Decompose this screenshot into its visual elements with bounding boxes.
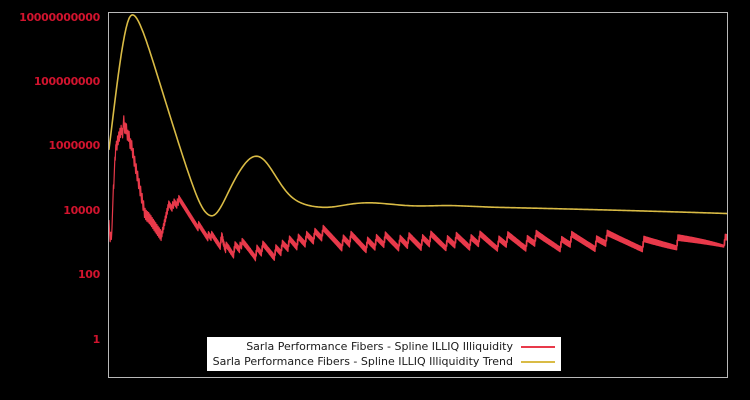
y-tick-label: 1000000 bbox=[48, 139, 101, 152]
series-line-trend bbox=[109, 14, 727, 217]
y-tick-label: 100 bbox=[77, 268, 100, 281]
legend-label: Sarla Performance Fibers - Spline ILLIQ … bbox=[212, 355, 513, 368]
legend-item-illiquidity: Sarla Performance Fibers - Spline ILLIQ … bbox=[213, 339, 555, 354]
legend-swatch-icon bbox=[521, 345, 555, 348]
y-tick-label: 10000 bbox=[63, 204, 100, 217]
y-tick-label: 100000000 bbox=[33, 75, 100, 88]
legend-swatch-icon bbox=[521, 360, 555, 363]
legend-item-trend: Sarla Performance Fibers - Spline ILLIQ … bbox=[213, 354, 555, 369]
y-tick-label: 1 bbox=[92, 333, 101, 346]
series-line-illiquidity bbox=[109, 115, 727, 262]
plot-area bbox=[108, 12, 728, 378]
chart-canvas bbox=[109, 14, 727, 262]
legend-label: Sarla Performance Fibers - Spline ILLIQ … bbox=[246, 340, 513, 353]
y-tick-label: 10000000000 bbox=[19, 11, 100, 24]
y-axis: 10000000000 100000000 1000000 10000 100 … bbox=[0, 0, 104, 400]
legend: Sarla Performance Fibers - Spline ILLIQ … bbox=[206, 336, 562, 372]
